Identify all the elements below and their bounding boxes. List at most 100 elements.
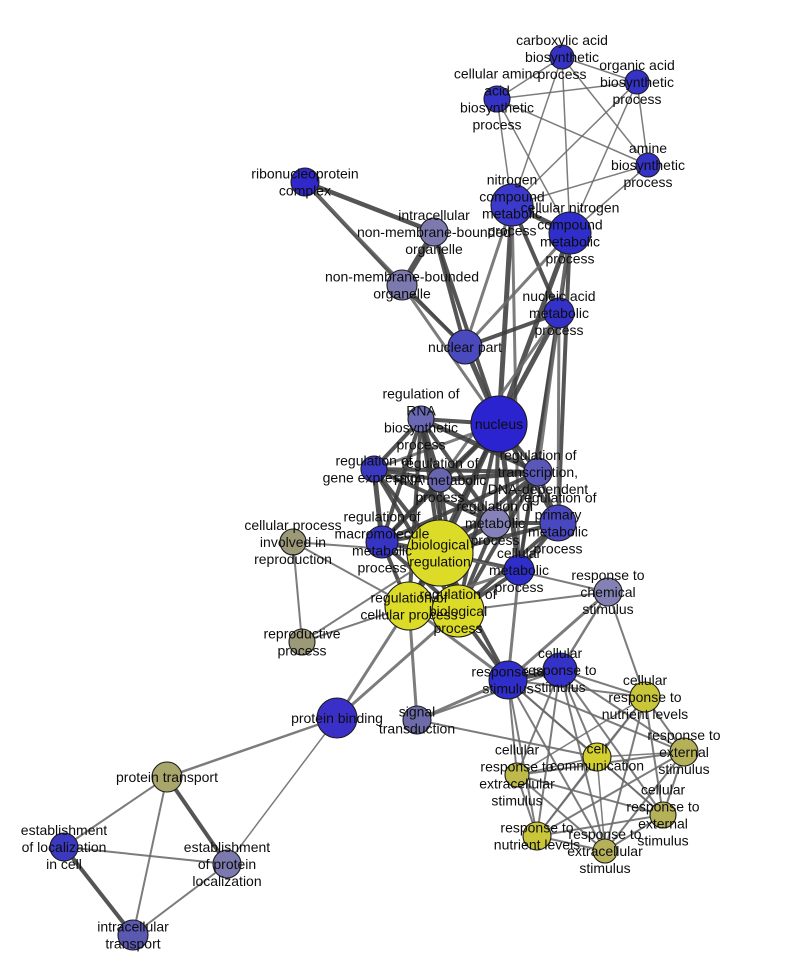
graph-node-regmacro[interactable]	[365, 525, 399, 559]
graph-edge-carbox-organic	[561, 56, 638, 83]
graph-edge-ribo-intranmb	[302, 179, 437, 235]
graph-edge-regrnabio-regcellproc	[407, 417, 423, 608]
graph-node-carbox[interactable]	[549, 44, 575, 70]
graph-edge-respchem-cellrespnutr	[607, 591, 646, 698]
graph-edge-intranmb-nucleus	[432, 230, 501, 426]
graph-edge-prottrans-estloc	[63, 776, 168, 848]
graph-edge-organic-cellnitro	[569, 81, 638, 234]
graph-edge-cellcomm-respnutr	[536, 756, 598, 837]
graph-node-respext[interactable]	[669, 737, 699, 767]
graph-edge-cellcomm-cellrespext	[596, 756, 664, 816]
graph-edge-respchem-respstim	[506, 590, 610, 682]
graph-edge-amine-nitro	[511, 164, 649, 206]
graph-edge-carbox-cellnitro	[561, 56, 571, 234]
graph-edge-estprotloc-intratrans	[132, 863, 228, 936]
graph-edge-respext-respnutr	[536, 751, 685, 837]
graph-node-organic[interactable]	[624, 69, 650, 95]
graph-edge-nitro-nucpart	[463, 203, 514, 349]
node-layer	[49, 44, 699, 951]
graph-edge-nitro-nucleus	[496, 202, 515, 427]
graph-edge-respstim-respnutr	[507, 679, 538, 837]
graph-node-bioreg[interactable]	[406, 519, 474, 587]
graph-node-prottrans[interactable]	[151, 761, 183, 793]
graph-edge-regtrans-reggene	[372, 467, 540, 474]
graph-node-cellcomm[interactable]	[582, 742, 612, 772]
graph-edge-protbind-estprotloc	[226, 717, 338, 865]
graph-node-cellmet[interactable]	[503, 554, 535, 586]
graph-node-regtrans[interactable]	[523, 457, 553, 487]
graph-edge-cellnitro-nucleus	[496, 230, 573, 427]
graph-edge-cellrespextra-respextra	[516, 774, 606, 852]
graph-edge-cellcomm-signal	[416, 719, 598, 758]
graph-node-regrnamet[interactable]	[427, 467, 453, 493]
graph-edge-cellrespextra-cellrespext	[516, 774, 664, 816]
graph-edge-amino-cellnitro	[496, 98, 571, 234]
graph-node-cellrespextra[interactable]	[504, 762, 530, 788]
graph-edge-nucleic-regprimmet	[556, 311, 561, 525]
graph-node-estloc[interactable]	[49, 832, 79, 862]
graph-node-respchem[interactable]	[593, 577, 623, 607]
graph-edge-reggene-regmet	[372, 467, 497, 525]
graph-edge-cellnitro-nucpart	[463, 231, 572, 349]
graph-edge-regrnabio-regtrans	[418, 416, 541, 475]
graph-node-reprod[interactable]	[288, 628, 316, 656]
graph-edge-nucleic-regtrans	[536, 311, 561, 474]
graph-edge-signal-cellrespstim	[416, 669, 561, 721]
graph-node-protbind[interactable]	[316, 697, 358, 739]
graph-node-respnutr[interactable]	[522, 821, 552, 851]
graph-edge-carbox-amine	[561, 56, 649, 166]
graph-edge-cellrespstim-cellrespextra	[516, 669, 561, 776]
graph-edge-cellrespstim-respnutr	[536, 669, 561, 837]
graph-edge-respext-respextra	[604, 751, 685, 852]
graph-edge-cellprorep-reprod	[292, 541, 303, 643]
graph-node-amino[interactable]	[483, 85, 511, 113]
graph-node-reggene[interactable]	[360, 455, 388, 483]
graph-node-respextra[interactable]	[592, 838, 618, 864]
graph-node-respstim[interactable]	[488, 660, 528, 700]
graph-node-intratrans[interactable]	[117, 919, 149, 951]
graph-edge-protbind-prottrans	[165, 716, 339, 779]
graph-edge-respnutr-cellrespext	[536, 814, 664, 837]
graph-node-regprimmet[interactable]	[539, 504, 577, 542]
graph-node-estprotloc[interactable]	[212, 849, 242, 879]
graph-node-cellrespstim[interactable]	[542, 652, 578, 688]
graph-node-regmet[interactable]	[479, 507, 511, 539]
graph-node-signal[interactable]	[402, 705, 432, 735]
graph-node-cellrespnutr[interactable]	[629, 681, 661, 713]
graph-node-nucleus[interactable]	[470, 395, 528, 453]
graph-edge-cellcomm-respextra	[596, 756, 606, 852]
graph-node-nucleic[interactable]	[543, 297, 575, 329]
graph-edge-estloc-intratrans	[62, 845, 135, 937]
graph-edge-estloc-estprotloc	[63, 846, 228, 865]
graph-node-cellprorep[interactable]	[279, 528, 307, 556]
graph-edge-cellrespnutr-cellrespextra	[516, 696, 646, 776]
graph-node-ribo[interactable]	[290, 167, 320, 197]
graph-edge-organic-amine	[636, 81, 649, 166]
graph-node-cellrespext[interactable]	[649, 801, 677, 829]
graph-edge-cellnitro-regprimmet	[556, 231, 572, 525]
label-layer: carboxylic acid biosynthetic processorgani…	[21, 32, 721, 952]
graph-edge-respstim-cellrespnutr	[507, 679, 646, 698]
graph-node-regbioproc[interactable]	[431, 584, 485, 638]
graph-node-amine[interactable]	[635, 152, 661, 178]
graph-node-nitro[interactable]	[490, 183, 534, 227]
graph-edge-cellrespstim-cellrespext	[559, 669, 664, 816]
graph-edge-regtrans-regrnamet	[437, 469, 541, 483]
edge-layer	[62, 56, 685, 937]
graph-node-nmb[interactable]	[386, 269, 418, 301]
graph-edge-cellrespnutr-respextra	[604, 696, 646, 852]
graph-node-regcellproc[interactable]	[384, 581, 434, 631]
graph-node-intranmb[interactable]	[419, 217, 449, 247]
graph-edge-regtrans-regbioproc	[456, 470, 540, 613]
graph-edge-organic-amino	[496, 81, 638, 100]
graph-edge-carbox-nitro	[511, 56, 563, 206]
graph-edge-respstim-respext	[507, 679, 685, 753]
graph-node-nucpart[interactable]	[447, 329, 483, 365]
graph-node-cellnitro[interactable]	[548, 211, 592, 255]
graph-edge-organic-nitro	[511, 81, 638, 206]
graph-node-regrnabio[interactable]	[407, 405, 435, 433]
graph-edge-amino-amine	[496, 98, 649, 166]
graph-edge-prottrans-estprotloc	[165, 775, 229, 866]
